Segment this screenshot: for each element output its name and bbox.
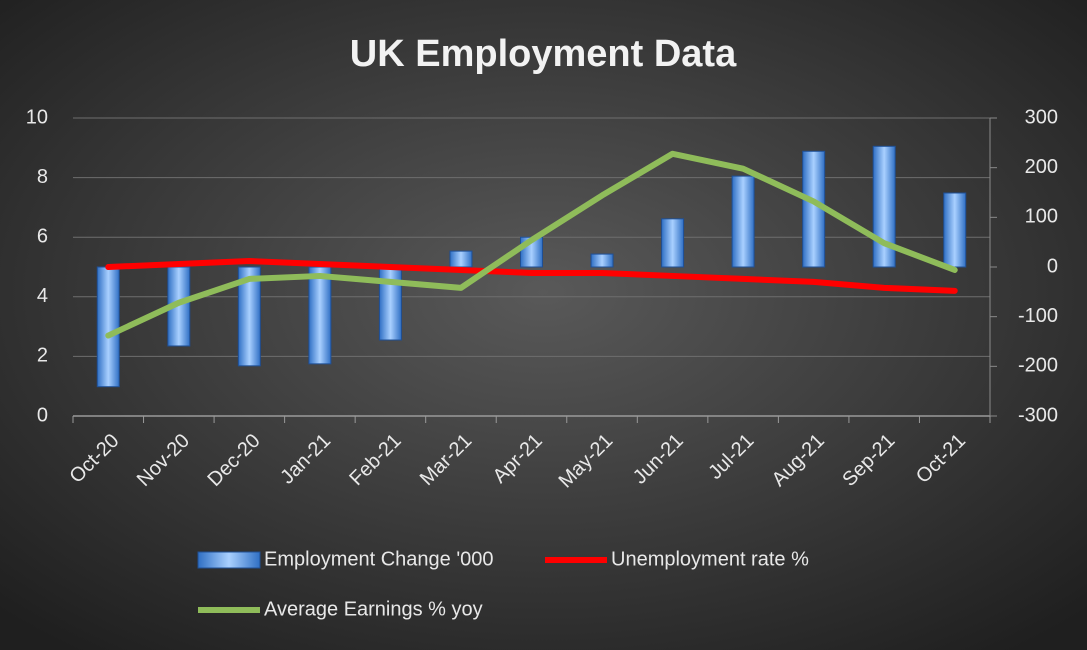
y2-tick-label: 300 xyxy=(1025,106,1058,128)
y-tick-label: 4 xyxy=(37,285,48,307)
bar xyxy=(943,192,967,268)
y-tick-label: 0 xyxy=(37,404,48,426)
legend-label: Average Earnings % yoy xyxy=(264,598,483,620)
y2-tick-label: 100 xyxy=(1025,206,1058,228)
bar xyxy=(378,266,402,341)
bar xyxy=(661,218,685,268)
legend-label: Unemployment rate % xyxy=(611,548,809,570)
y-tick-label: 10 xyxy=(26,106,48,128)
y-tick-label: 6 xyxy=(37,225,48,247)
y2-tick-label: 0 xyxy=(1047,255,1058,277)
line-series xyxy=(105,258,958,294)
y2-tick-label: 200 xyxy=(1025,156,1058,178)
y-tick-label: 2 xyxy=(37,345,48,367)
line-series xyxy=(105,150,958,339)
bar xyxy=(308,266,332,365)
y-tick-label: 8 xyxy=(37,166,48,188)
legend-swatch xyxy=(197,551,261,569)
bar xyxy=(237,266,261,367)
bar xyxy=(96,266,120,388)
legend-label: Employment Change '000 xyxy=(264,548,494,570)
y2-tick-label: -300 xyxy=(1018,404,1058,426)
bar xyxy=(590,253,614,268)
chart-title: UK Employment Data xyxy=(350,33,737,75)
bar xyxy=(731,175,755,268)
bar xyxy=(449,250,473,268)
y2-tick-label: -200 xyxy=(1018,355,1058,377)
y2-tick-label: -100 xyxy=(1018,305,1058,327)
